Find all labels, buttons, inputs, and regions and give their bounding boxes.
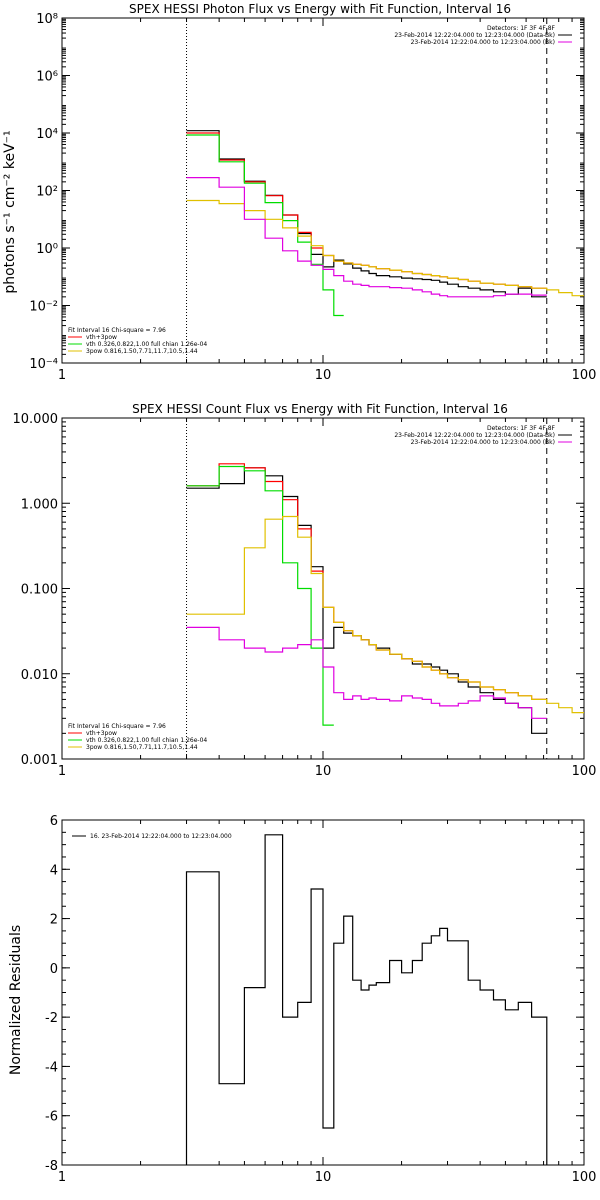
y-tick-label: 2 — [50, 913, 58, 928]
photon-flux-legend-bottom: Fit Interval 16 Chi-square = 7.96 vth+3p… — [68, 327, 207, 355]
count-flux-fit-range-lines — [186, 418, 548, 759]
photon-flux-title: SPEX HESSI Photon Flux vs Energy with Fi… — [129, 2, 511, 16]
legend-fit-interval: Fit Interval 16 Chi-square = 7.96 — [68, 327, 166, 334]
photon-flux-legend-top: Detectors: 1F 3F 4F 8F 23-Feb-2014 12:22… — [394, 25, 572, 46]
y-tick-label: -4 — [45, 1060, 58, 1075]
series-line-2 — [186, 465, 334, 726]
residuals-y-tick-labels: -8 -6 -4 -2 0 2 4 6 — [45, 814, 58, 1174]
series-line-0 — [186, 130, 547, 298]
y-tick-label: 0.100 — [21, 583, 58, 598]
x-tick-label: 100 — [572, 1170, 597, 1185]
y-tick-label: -2 — [45, 1011, 58, 1026]
residuals-series — [185, 834, 548, 1165]
legend-3pow: 3pow 0.816,1.50,7.71,11.7,10.5,1.44 — [86, 348, 198, 355]
y-tick-label: 0.010 — [21, 668, 58, 683]
y-tick-label: 4 — [50, 863, 58, 878]
residuals-x-tick-labels: 1 10 100 — [58, 1170, 597, 1185]
x-tick-label: 1 — [58, 1170, 66, 1185]
legend-data-bk: 23-Feb-2014 12:22:04.000 to 12:23:04.000… — [394, 432, 555, 439]
photon-flux-y-tick-labels: 10⁻⁴ 10⁻² 10⁰ 10² 10⁴ 10⁶ 10⁸ — [29, 12, 58, 372]
legend-3pow: 3pow 0.816,1.50,7.71,11.7,10.5,1.44 — [86, 744, 198, 751]
count-flux-axis-ticks — [61, 417, 585, 760]
y-tick-label: 6 — [50, 814, 58, 829]
series-line-3 — [186, 199, 584, 297]
x-tick-label: 100 — [572, 764, 597, 779]
photon-flux-axis-ticks — [61, 18, 585, 364]
legend-detectors: Detectors: 1F 3F 4F 8F — [487, 425, 556, 432]
photon-flux-plot-frame — [61, 17, 585, 364]
y-tick-label: 10⁻⁴ — [29, 357, 58, 372]
series-line-0 — [186, 467, 547, 734]
y-tick-label: 10⁶ — [36, 70, 58, 85]
x-tick-label: 1 — [58, 764, 66, 779]
count-flux-title: SPEX HESSI Count Flux vs Energy with Fit… — [132, 402, 508, 416]
legend-vth3pow: vth+3pow — [86, 334, 117, 341]
residuals-axis-ticks — [61, 819, 585, 1166]
y-tick-label: -6 — [45, 1110, 58, 1125]
series-line-4 — [186, 626, 547, 719]
series-line-2 — [186, 134, 344, 317]
legend-vth: vth 0.326,0.822,1.00 full chian 1.26e-04 — [86, 737, 207, 744]
legend-residual-interval: 16. 23-Feb-2014 12:22:04.000 to 12:23:04… — [90, 833, 232, 840]
count-flux-y-tick-labels: 0.001 0.010 0.100 1.000 10.000 — [13, 412, 59, 768]
count-flux-x-tick-labels: 1 10 100 — [58, 764, 597, 779]
legend-bk: 23-Feb-2014 12:22:04.000 to 12:23:04.000… — [411, 439, 555, 446]
count-flux-chart: SPEX HESSI Count Flux vs Energy with Fit… — [13, 402, 597, 779]
y-tick-label: 0 — [50, 962, 58, 977]
photon-flux-fit-range-lines — [186, 18, 548, 363]
count-flux-legend-top: Detectors: 1F 3F 4F 8F 23-Feb-2014 12:22… — [394, 425, 572, 446]
residuals-y-axis-label: Normalized Residuals — [8, 925, 24, 1075]
legend-data-bk: 23-Feb-2014 12:22:04.000 to 12:23:04.000… — [394, 32, 555, 39]
series-line-1 — [186, 463, 547, 700]
photon-flux-x-tick-labels: 1 10 100 — [58, 368, 597, 383]
x-tick-label: 100 — [572, 368, 597, 383]
y-tick-label: 10⁰ — [36, 242, 58, 257]
y-tick-label: 1.000 — [21, 497, 58, 512]
legend-vth: vth 0.326,0.822,1.00 full chian 1.26e-04 — [86, 341, 207, 348]
photon-flux-chart: SPEX HESSI Photon Flux vs Energy with Fi… — [2, 2, 596, 383]
y-tick-label: 10² — [36, 185, 58, 200]
series-line-4 — [186, 177, 547, 298]
count-flux-series — [186, 463, 584, 734]
y-tick-label: 10⁴ — [36, 127, 58, 142]
series-line-0 — [185, 834, 548, 1165]
y-tick-label: -8 — [45, 1159, 58, 1174]
x-tick-label: 10 — [315, 368, 332, 383]
x-tick-label: 10 — [315, 1170, 332, 1185]
x-tick-label: 1 — [58, 368, 66, 383]
y-tick-label: 10.000 — [13, 412, 59, 427]
y-tick-label: 10⁸ — [36, 12, 58, 27]
photon-flux-series — [186, 130, 584, 317]
y-tick-label: 10⁻² — [29, 300, 58, 315]
x-tick-label: 10 — [315, 764, 332, 779]
legend-bk: 23-Feb-2014 12:22:04.000 to 12:23:04.000… — [411, 39, 555, 46]
legend-detectors: Detectors: 1F 3F 4F 8F — [487, 25, 556, 32]
y-tick-label: 0.001 — [21, 753, 58, 768]
count-flux-legend-bottom: Fit Interval 16 Chi-square = 7.96 vth+3p… — [68, 723, 207, 751]
legend-fit-interval: Fit Interval 16 Chi-square = 7.96 — [68, 723, 166, 730]
residuals-chart: Normalized Residuals 1 10 100 -8 -6 -4 -2 0 2 4 6… — [8, 814, 596, 1185]
series-line-3 — [186, 515, 584, 714]
photon-flux-y-axis-label: photons s⁻¹ cm⁻² keV⁻¹ — [2, 130, 18, 293]
residuals-legend: 16. 23-Feb-2014 12:22:04.000 to 12:23:04… — [72, 833, 232, 840]
legend-vth3pow: vth+3pow — [86, 730, 117, 737]
